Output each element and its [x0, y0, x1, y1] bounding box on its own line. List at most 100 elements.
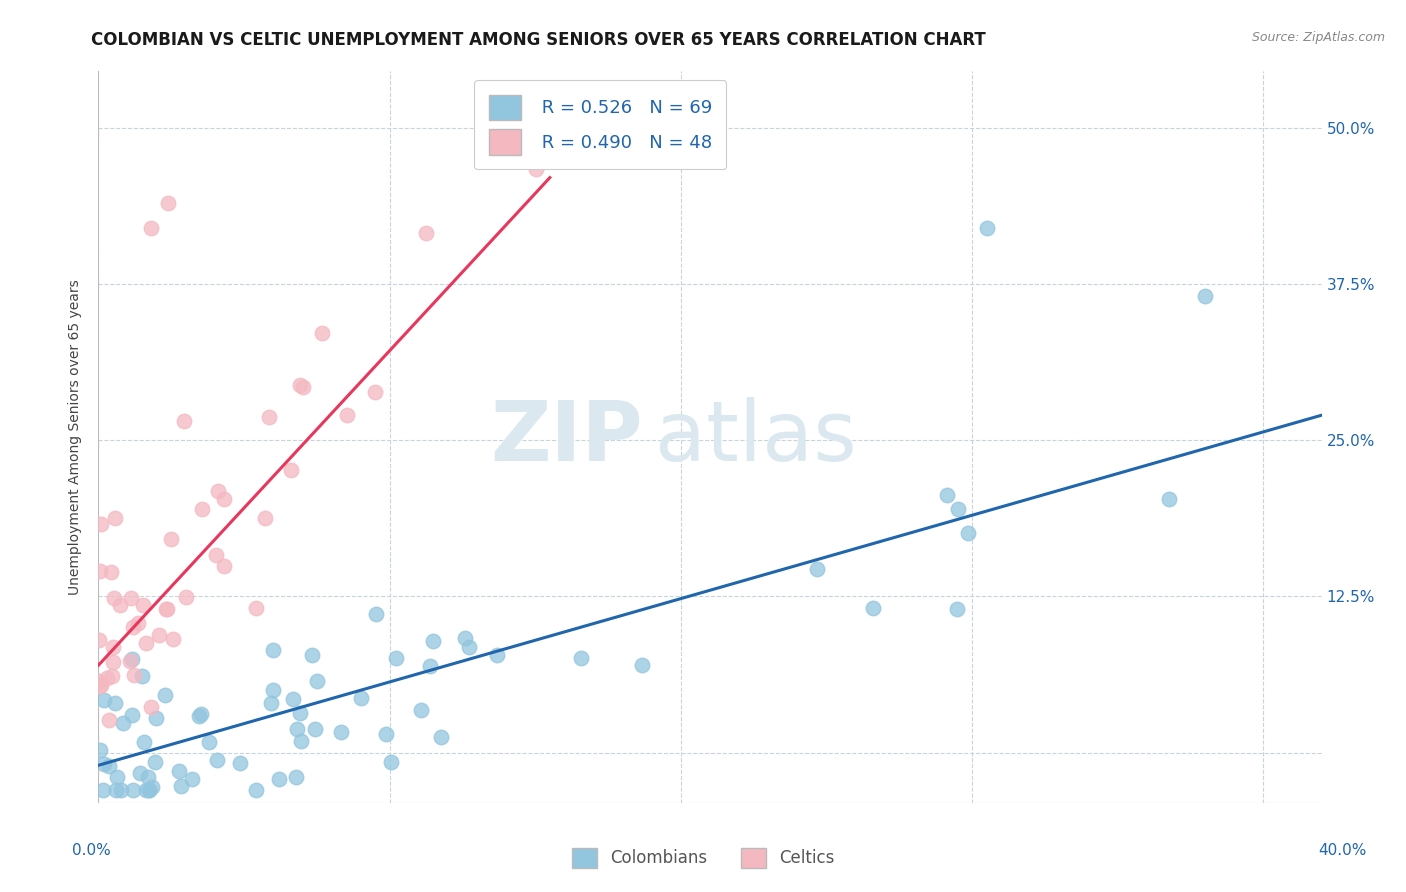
Legend: Colombians, Celtics: Colombians, Celtics [565, 841, 841, 875]
Point [157, 195, 180, 210]
Point [630, 658, 652, 673]
Text: COLOMBIAN VS CELTIC UNEMPLOYMENT AMONG SENIORS OVER 65 YEARS CORRELATION CHART: COLOMBIAN VS CELTIC UNEMPLOYMENT AMONG S… [91, 31, 986, 49]
Point [110, 783, 132, 797]
Point [124, 667, 146, 681]
Point [159, 533, 181, 547]
Point [136, 770, 159, 784]
Point [131, 669, 153, 683]
Point [143, 756, 166, 770]
Point [197, 735, 219, 749]
Point [284, 770, 307, 784]
Point [380, 755, 402, 769]
Point [93, 783, 115, 797]
Point [103, 640, 125, 655]
Point [935, 488, 957, 502]
Point [571, 650, 593, 665]
Point [364, 384, 387, 399]
Point [257, 409, 280, 424]
Y-axis label: Unemployment Among Seniors over 65 years: Unemployment Among Seniors over 65 years [69, 279, 83, 595]
Point [132, 598, 155, 612]
Text: 0.0%: 0.0% [72, 843, 111, 858]
Point [135, 783, 157, 797]
Point [173, 414, 195, 428]
Point [290, 733, 312, 747]
Point [806, 562, 828, 576]
Point [190, 707, 212, 722]
Point [207, 483, 229, 498]
Legend:  R = 0.526   N = 69,  R = 0.490   N = 48: R = 0.526 N = 69, R = 0.490 N = 48 [474, 80, 727, 169]
Point [262, 683, 284, 698]
Text: ZIP: ZIP [491, 397, 643, 477]
Point [862, 601, 884, 615]
Point [145, 710, 167, 724]
Point [454, 632, 477, 646]
Point [155, 688, 177, 702]
Point [89, 678, 111, 692]
Text: Source: ZipAtlas.com: Source: ZipAtlas.com [1251, 31, 1385, 45]
Point [93, 693, 115, 707]
Point [89, 564, 111, 578]
Point [181, 772, 204, 786]
Point [1157, 492, 1180, 507]
Point [127, 615, 149, 630]
Point [112, 716, 135, 731]
Point [301, 648, 323, 662]
Point [292, 380, 315, 394]
Point [957, 526, 980, 541]
Point [107, 770, 129, 784]
Point [139, 699, 162, 714]
Point [162, 632, 184, 646]
Point [430, 731, 453, 745]
Point [262, 642, 284, 657]
Point [191, 502, 214, 516]
Point [138, 783, 160, 797]
Point [156, 601, 179, 615]
Point [946, 502, 969, 516]
Point [280, 463, 302, 477]
Point [336, 409, 359, 423]
Point [118, 654, 141, 668]
Point [90, 516, 112, 531]
Point [260, 696, 283, 710]
Point [267, 772, 290, 787]
Point [350, 690, 373, 705]
Text: atlas: atlas [655, 397, 856, 477]
Point [170, 779, 193, 793]
Point [253, 511, 276, 525]
Point [104, 511, 127, 525]
Point [524, 162, 547, 177]
Point [103, 591, 125, 605]
Point [304, 722, 326, 736]
Point [93, 756, 115, 771]
Point [288, 706, 311, 721]
Point [97, 759, 120, 773]
Point [329, 725, 352, 739]
Point [108, 598, 131, 612]
Point [409, 703, 432, 717]
Point [87, 633, 110, 648]
Point [120, 591, 142, 606]
Point [212, 492, 235, 507]
Point [89, 679, 111, 693]
Point [205, 753, 228, 767]
Point [305, 673, 328, 688]
Point [976, 220, 998, 235]
Point [419, 658, 441, 673]
Point [415, 226, 437, 240]
Point [290, 377, 312, 392]
Point [285, 722, 308, 736]
Point [101, 668, 124, 682]
Point [229, 756, 252, 770]
Point [101, 655, 124, 669]
Point [104, 696, 127, 710]
Point [245, 783, 267, 797]
Point [96, 671, 118, 685]
Text: 40.0%: 40.0% [1319, 843, 1367, 858]
Point [422, 633, 444, 648]
Point [122, 620, 145, 634]
Point [311, 326, 333, 341]
Point [139, 220, 162, 235]
Point [100, 565, 122, 579]
Point [366, 607, 388, 621]
Point [1194, 289, 1216, 303]
